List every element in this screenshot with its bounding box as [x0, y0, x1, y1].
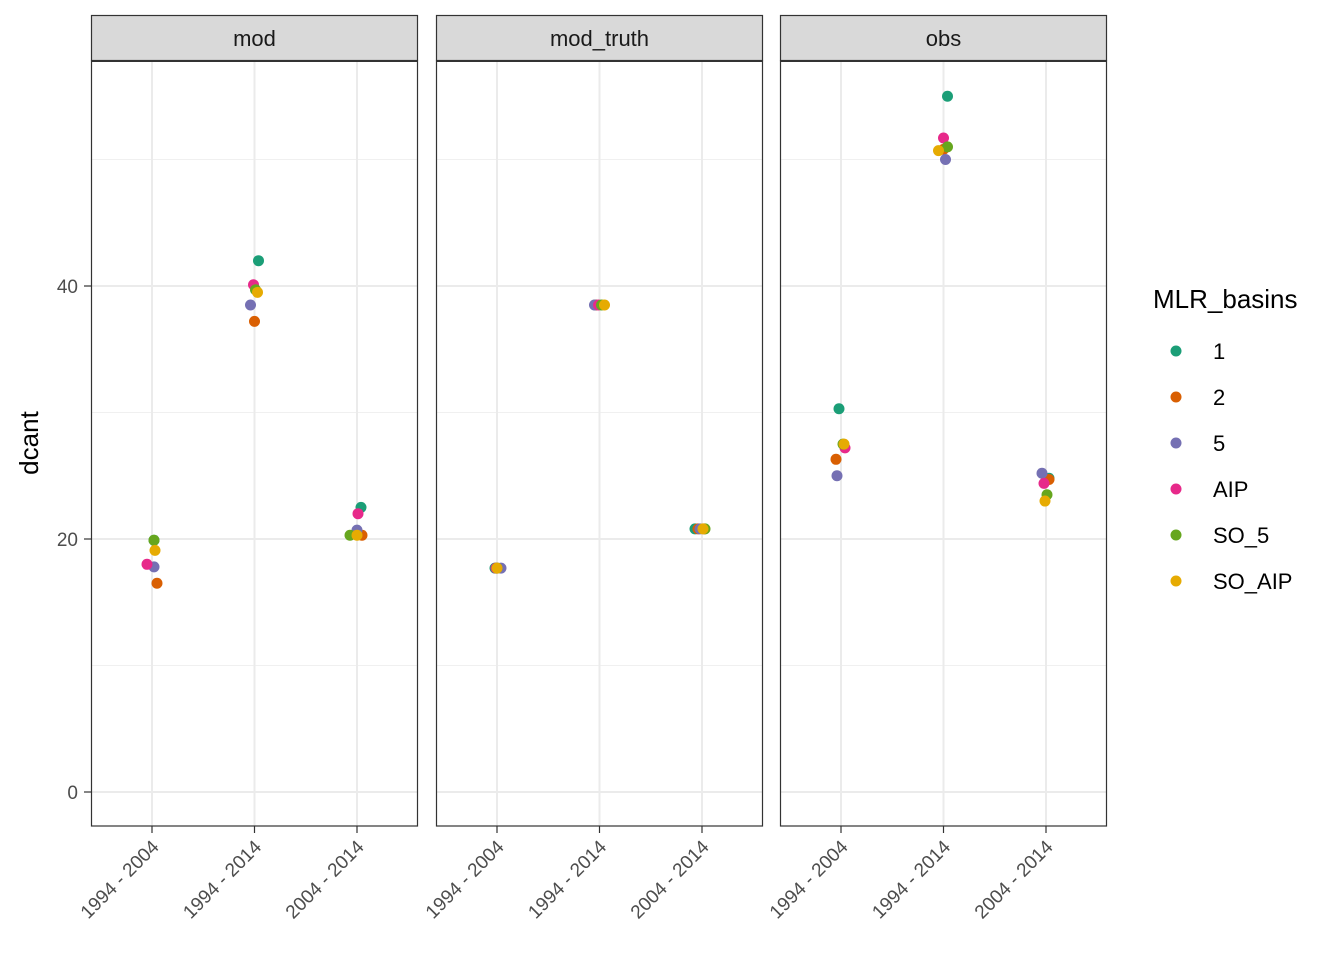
y-axis-title: dcant	[14, 410, 44, 474]
legend-label: AIP	[1213, 477, 1248, 502]
x-tick-label: 2004 - 2014	[282, 836, 369, 923]
data-point-mod-2-1	[151, 577, 163, 589]
data-point-obs-SO_AIP-2	[933, 145, 944, 157]
x-tick-label: 1994 - 2014	[179, 836, 266, 923]
data-point-obs-AIP-2	[938, 132, 949, 144]
legend-item-SO_AIP: SO_AIP	[1170, 569, 1292, 594]
legend-key	[1170, 437, 1182, 449]
x-tick-label: 1994 - 2004	[422, 836, 509, 923]
legend-key	[1170, 345, 1182, 357]
legend-item-1: 1	[1170, 339, 1225, 364]
data-point-obs-SO_AIP-3	[1039, 495, 1051, 507]
data-point-mod-1-2	[253, 255, 264, 267]
data-point-mod-SO_AIP-3	[351, 529, 363, 541]
data-point-mod_truth-SO_AIP-2	[599, 299, 610, 311]
facet-panel-mod_truth: mod_truth 1994 - 2004 1994 - 2014 2004 - 20…	[422, 14, 764, 923]
data-point-obs-1-1	[833, 403, 845, 415]
legend-item-AIP: AIP	[1170, 477, 1248, 502]
data-point-obs-SO_5-2	[942, 141, 953, 153]
x-tick-label: 1994 - 2014	[524, 836, 611, 923]
data-point-obs-5-1	[831, 470, 843, 482]
data-point-obs-SO_AIP-1	[838, 438, 850, 450]
y-tick-label: 20	[57, 530, 78, 551]
facet-strip-label: obs	[926, 26, 961, 51]
x-tick-label: 2004 - 2014	[971, 836, 1058, 923]
facet-strip	[435, 14, 764, 62]
data-point-obs-5-3	[1036, 467, 1048, 479]
legend-key	[1170, 391, 1182, 403]
data-point-mod-SO_5-1	[148, 534, 160, 546]
legend-label: 2	[1213, 385, 1225, 410]
legend-label: SO_5	[1213, 523, 1269, 548]
legend-label: 5	[1213, 431, 1225, 456]
data-point-obs-AIP-3	[1038, 477, 1050, 489]
legend-title: MLR_basins	[1153, 284, 1298, 314]
data-point-mod-AIP-3	[352, 508, 364, 520]
data-point-mod-SO_AIP-1	[149, 544, 161, 556]
data-point-mod-SO_AIP-2	[252, 286, 263, 298]
legend-key	[1170, 575, 1182, 587]
y-tick-label: 40	[57, 277, 78, 298]
x-tick-label: 1994 - 2004	[766, 836, 853, 923]
legend-item-5: 5	[1170, 431, 1225, 456]
x-tick-label: 1994 - 2014	[868, 836, 955, 923]
facet-strip-label: mod_truth	[550, 26, 649, 51]
legend-item-SO_5: SO_5	[1170, 523, 1269, 548]
facet-strip-label: mod	[233, 26, 276, 51]
data-point-mod_truth-SO_AIP-1	[491, 562, 503, 574]
data-point-mod-AIP-1	[141, 558, 153, 570]
facet-panel-obs: obs 1994 - 2004 1994 - 2014 2004 - 2014	[766, 14, 1108, 923]
x-tick-label: 2004 - 2014	[627, 836, 714, 923]
legend-item-2: 2	[1170, 385, 1225, 410]
facet-strip	[779, 14, 1108, 62]
facet-panel-mod: mod 1994 - 2004 1994 - 2014 2004 - 2014	[77, 14, 419, 923]
legend-key	[1170, 483, 1182, 495]
legend-label: 1	[1213, 339, 1225, 364]
data-point-obs-5-2	[940, 154, 951, 165]
data-point-mod-5-2	[245, 299, 256, 311]
data-point-obs-1-2	[942, 90, 953, 102]
data-point-mod-2-2	[249, 315, 260, 327]
legend-label: SO_AIP	[1213, 569, 1292, 594]
y-tick-label: 0	[67, 783, 78, 804]
facet-strip	[90, 14, 419, 62]
x-tick-label: 1994 - 2004	[77, 836, 164, 923]
data-point-obs-2-1	[830, 453, 842, 465]
data-point-mod_truth-SO_AIP-3	[697, 523, 709, 535]
legend-key	[1170, 529, 1182, 541]
